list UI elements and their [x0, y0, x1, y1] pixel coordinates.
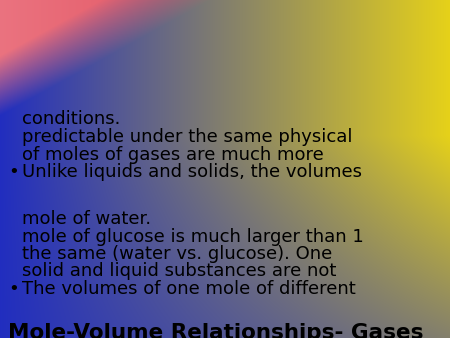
Text: Unlike liquids and solids, the volumes: Unlike liquids and solids, the volumes — [22, 163, 362, 181]
Text: •: • — [8, 163, 19, 181]
Text: solid and liquid substances are not: solid and liquid substances are not — [22, 263, 337, 281]
Text: the same (water vs. glucose). One: the same (water vs. glucose). One — [22, 245, 332, 263]
Text: mole of glucose is much larger than 1: mole of glucose is much larger than 1 — [22, 227, 364, 245]
Text: mole of water.: mole of water. — [22, 210, 151, 228]
Text: conditions.: conditions. — [22, 111, 121, 128]
Text: Mole-Volume Relationships- Gases: Mole-Volume Relationships- Gases — [8, 323, 423, 338]
Text: The volumes of one mole of different: The volumes of one mole of different — [22, 280, 356, 298]
Text: of moles of gases are much more: of moles of gases are much more — [22, 145, 324, 164]
Text: predictable under the same physical: predictable under the same physical — [22, 128, 352, 146]
Text: •: • — [8, 280, 19, 298]
